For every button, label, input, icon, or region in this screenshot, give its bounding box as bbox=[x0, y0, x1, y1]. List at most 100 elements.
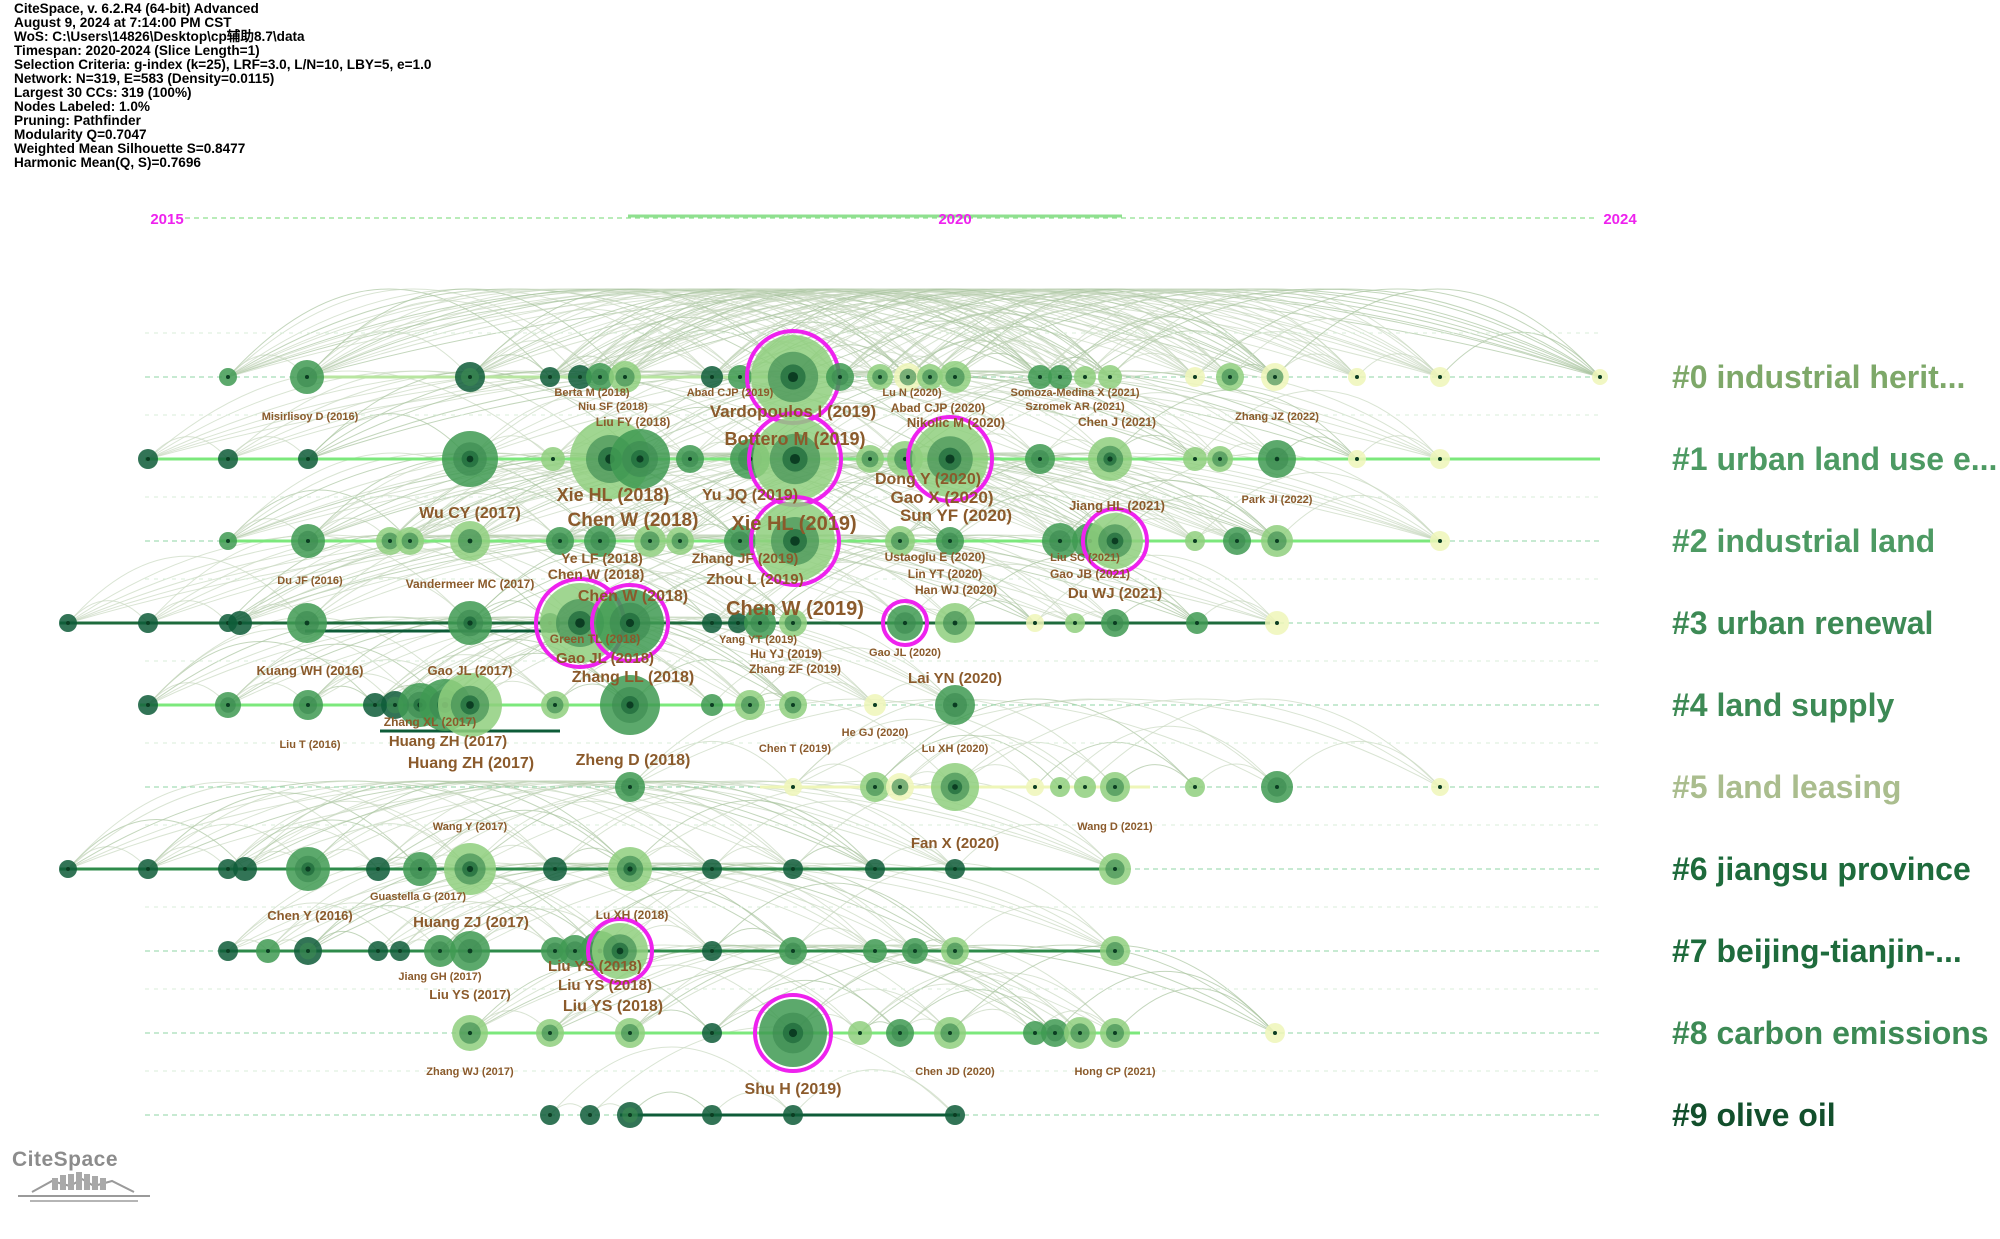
cited-reference-node[interactable] bbox=[728, 613, 748, 633]
cited-reference-node[interactable] bbox=[864, 694, 886, 716]
cited-reference-node[interactable] bbox=[1074, 366, 1096, 388]
cited-reference-node[interactable] bbox=[1261, 771, 1293, 803]
cited-reference-node[interactable] bbox=[902, 938, 928, 964]
cited-reference-node[interactable] bbox=[867, 364, 893, 390]
cited-reference-node[interactable] bbox=[396, 527, 424, 555]
cited-reference-node[interactable] bbox=[1183, 447, 1207, 471]
cited-reference-node[interactable] bbox=[783, 859, 803, 879]
cited-reference-node[interactable] bbox=[1100, 936, 1130, 966]
cited-reference-node[interactable] bbox=[403, 852, 437, 886]
cited-reference-node[interactable] bbox=[450, 931, 490, 971]
cited-reference-node[interactable] bbox=[753, 993, 833, 1073]
cited-reference-node[interactable] bbox=[1065, 613, 1085, 633]
cited-reference-node[interactable] bbox=[138, 449, 158, 469]
cited-reference-node[interactable] bbox=[749, 495, 841, 587]
cited-reference-node[interactable] bbox=[368, 941, 388, 961]
cited-reference-node[interactable] bbox=[724, 525, 756, 557]
cited-reference-node[interactable] bbox=[941, 937, 969, 965]
cited-reference-node[interactable] bbox=[219, 368, 237, 386]
cited-reference-node[interactable] bbox=[424, 935, 456, 967]
cited-reference-node[interactable] bbox=[1041, 1019, 1069, 1047]
cluster-label[interactable]: #4 land supply bbox=[1672, 687, 1894, 723]
cited-reference-node[interactable] bbox=[1223, 527, 1251, 555]
cited-reference-node[interactable] bbox=[1100, 772, 1130, 802]
cited-reference-node[interactable] bbox=[848, 1021, 872, 1045]
cited-reference-node[interactable] bbox=[1348, 450, 1366, 468]
cited-reference-node[interactable] bbox=[218, 941, 238, 961]
cited-reference-node[interactable] bbox=[1088, 437, 1132, 481]
cluster-label[interactable]: #8 carbon emissions bbox=[1672, 1015, 1989, 1051]
cited-reference-node[interactable] bbox=[366, 857, 390, 881]
cited-reference-node[interactable] bbox=[1042, 523, 1078, 559]
cited-reference-node[interactable] bbox=[939, 361, 971, 393]
cluster-label[interactable]: #9 olive oil bbox=[1672, 1097, 1836, 1133]
cited-reference-node[interactable] bbox=[363, 693, 387, 717]
cited-reference-node[interactable] bbox=[1348, 368, 1366, 386]
cited-reference-node[interactable] bbox=[702, 941, 722, 961]
cited-reference-node[interactable] bbox=[138, 695, 158, 715]
cited-reference-node[interactable] bbox=[1261, 525, 1293, 557]
cited-reference-node[interactable] bbox=[287, 603, 327, 643]
cluster-label[interactable]: #3 urban renewal bbox=[1672, 605, 1933, 641]
cluster-label[interactable]: #7 beijing-tianjin-... bbox=[1672, 933, 1962, 969]
cited-reference-node[interactable] bbox=[609, 361, 641, 393]
cited-reference-node[interactable] bbox=[1026, 778, 1044, 796]
cited-reference-node[interactable] bbox=[590, 583, 670, 663]
cited-reference-node[interactable] bbox=[1101, 609, 1129, 637]
cited-reference-node[interactable] bbox=[293, 690, 323, 720]
cited-reference-node[interactable] bbox=[455, 362, 485, 392]
cited-reference-node[interactable] bbox=[1592, 369, 1608, 385]
cited-reference-node[interactable] bbox=[783, 1105, 803, 1125]
cited-reference-node[interactable] bbox=[298, 449, 318, 469]
cited-reference-node[interactable] bbox=[543, 857, 567, 881]
cited-reference-node[interactable] bbox=[931, 763, 979, 811]
cited-reference-node[interactable] bbox=[541, 447, 565, 471]
cited-reference-node[interactable] bbox=[886, 1019, 914, 1047]
cited-reference-node[interactable] bbox=[1261, 363, 1289, 391]
cited-reference-node[interactable] bbox=[568, 365, 592, 389]
cited-reference-node[interactable] bbox=[138, 859, 158, 879]
cited-reference-node[interactable] bbox=[610, 429, 670, 489]
cited-reference-node[interactable] bbox=[894, 363, 922, 391]
cited-reference-node[interactable] bbox=[294, 937, 322, 965]
cited-reference-node[interactable] bbox=[1074, 776, 1096, 798]
cited-reference-node[interactable] bbox=[701, 694, 723, 716]
cited-reference-node[interactable] bbox=[702, 859, 722, 879]
cited-reference-node[interactable] bbox=[735, 690, 765, 720]
cited-reference-node[interactable] bbox=[676, 445, 704, 473]
cited-reference-node[interactable] bbox=[779, 691, 807, 719]
cited-reference-node[interactable] bbox=[702, 613, 722, 633]
cited-reference-node[interactable] bbox=[1431, 778, 1449, 796]
cited-reference-node[interactable] bbox=[541, 691, 569, 719]
cited-reference-node[interactable] bbox=[442, 431, 498, 487]
cluster-label[interactable]: #1 urban land use e... bbox=[1672, 441, 1997, 477]
cited-reference-node[interactable] bbox=[945, 1105, 965, 1125]
cited-reference-node[interactable] bbox=[1186, 612, 1208, 634]
cited-reference-node[interactable] bbox=[444, 843, 496, 895]
cited-reference-node[interactable] bbox=[450, 521, 490, 561]
cluster-label[interactable]: #6 jiangsu province bbox=[1672, 851, 1971, 887]
cited-reference-node[interactable] bbox=[945, 859, 965, 879]
cited-reference-node[interactable] bbox=[1430, 531, 1450, 551]
cited-reference-node[interactable] bbox=[615, 772, 645, 802]
cited-reference-node[interactable] bbox=[452, 1015, 488, 1051]
cited-reference-node[interactable] bbox=[935, 685, 975, 725]
cited-reference-node[interactable] bbox=[1025, 444, 1055, 474]
cluster-label[interactable]: #5 land leasing bbox=[1672, 769, 1901, 805]
cited-reference-node[interactable] bbox=[702, 1105, 722, 1125]
cited-reference-node[interactable] bbox=[290, 360, 324, 394]
cited-reference-node[interactable] bbox=[1265, 1023, 1285, 1043]
cited-reference-node[interactable] bbox=[59, 614, 77, 632]
cited-reference-node[interactable] bbox=[701, 366, 723, 388]
cluster-label[interactable]: #2 industrial land bbox=[1672, 523, 1935, 559]
cited-reference-node[interactable] bbox=[863, 939, 887, 963]
cited-reference-node[interactable] bbox=[586, 363, 614, 391]
cited-reference-node[interactable] bbox=[917, 364, 943, 390]
cited-reference-node[interactable] bbox=[936, 527, 964, 555]
cited-reference-node[interactable] bbox=[1026, 614, 1044, 632]
cited-reference-node[interactable] bbox=[1258, 440, 1296, 478]
cited-reference-node[interactable] bbox=[1185, 777, 1205, 797]
cited-reference-node[interactable] bbox=[218, 449, 238, 469]
cited-reference-node[interactable] bbox=[1430, 367, 1450, 387]
cited-reference-node[interactable] bbox=[438, 673, 502, 737]
